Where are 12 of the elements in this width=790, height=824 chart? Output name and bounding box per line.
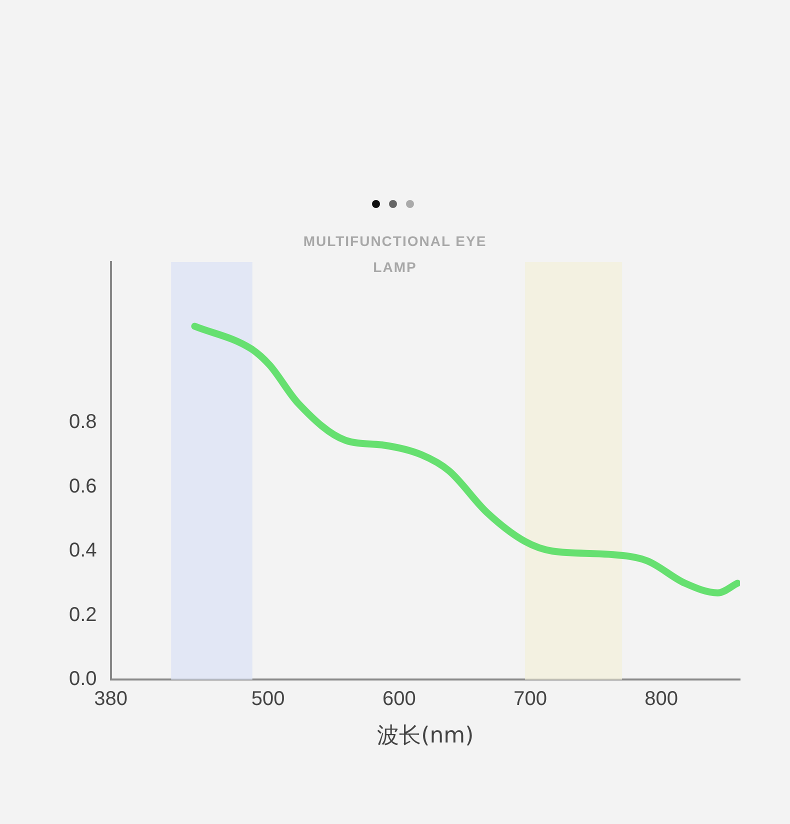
y-tick-label: 0.4 <box>68 540 97 562</box>
y-tick-label: 0.6 <box>68 475 97 498</box>
annotation: MULTIFUNCTIONAL EYE LAMP <box>302 232 488 277</box>
x-tick-label: 380 <box>94 688 128 710</box>
y-tick-label: 0.2 <box>68 604 97 626</box>
y-tick-label: 0.0 <box>68 668 97 690</box>
x-tick-label: 700 <box>514 688 547 710</box>
x-axis-title: 波长(nm) <box>377 724 474 749</box>
x-tick-label: 600 <box>382 688 416 710</box>
x-tick-label: 500 <box>251 688 285 710</box>
y-tick-label: 0.8 <box>68 411 97 434</box>
x-tick-label: 800 <box>644 688 678 710</box>
